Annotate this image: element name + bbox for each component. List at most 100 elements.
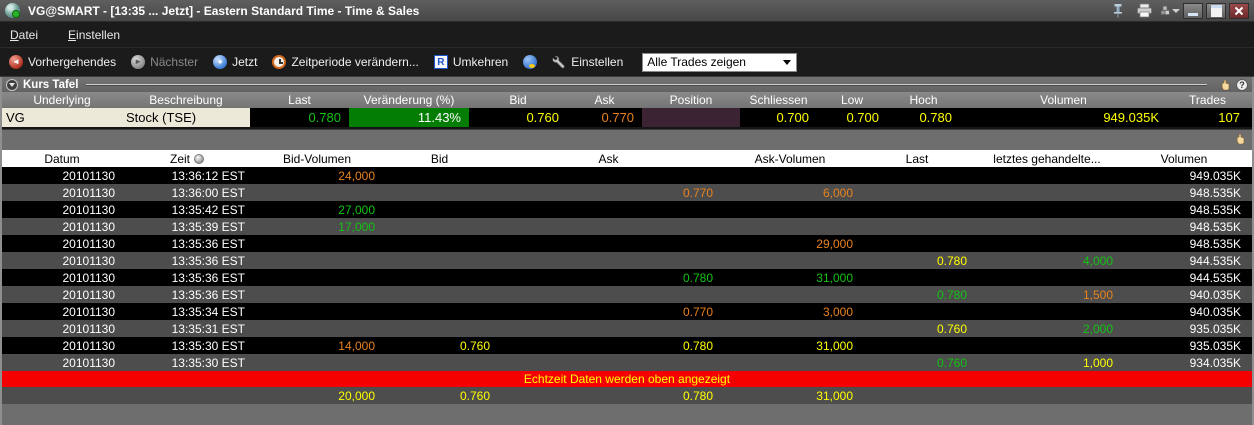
trade-cell: 940.035K [1189, 287, 1241, 302]
trades-column-header[interactable]: Zeit [122, 152, 252, 166]
globe-icon [523, 55, 538, 69]
menu-datei[interactable]: Datei [10, 27, 39, 42]
trade-cell [382, 184, 497, 201]
trade-row[interactable]: 20101130 13:35:36 EST 0.780 1,500 940.035K [2, 286, 1252, 303]
trades-column-header[interactable]: letztes gehandelte... [974, 152, 1120, 166]
trades-filter-select[interactable]: Alle Trades zeigen [642, 52, 798, 72]
trade-cell [720, 167, 860, 184]
trade-cell: 2,000 [1082, 321, 1113, 336]
quote-change-pct: 11.43% [349, 108, 469, 127]
quote-column-header[interactable]: Trades [1189, 93, 1226, 107]
trade-cell [974, 218, 1120, 235]
previous-button[interactable]: ◄ Vorhergehendes [9, 55, 116, 69]
quote-column-header[interactable]: Hoch [909, 93, 938, 107]
trade-cell [974, 235, 1120, 252]
drag-hand-icon[interactable] [1235, 133, 1246, 145]
trade-row[interactable]: 20101130 13:35:31 EST 0.760 2,000 935.035K [2, 320, 1252, 337]
quote-panel-strip: Kurs Tafel ? [2, 77, 1252, 92]
trade-row[interactable]: 20101130 13:35:39 EST 17,000 948.535K [2, 218, 1252, 235]
quote-column-header[interactable]: Low [840, 93, 863, 107]
trade-row[interactable]: 20101130 13:35:30 EST 14,000 0.760 0.780 31,0… [2, 337, 1252, 354]
settings-button[interactable]: Einstellen [552, 55, 623, 69]
minimize-button[interactable] [1183, 2, 1203, 19]
trades-column-header[interactable]: Ask [497, 152, 720, 166]
print-icon[interactable] [1134, 2, 1154, 20]
trade-row[interactable]: 20101130 13:35:42 EST 27,000 948.535K [2, 201, 1252, 218]
trade-row[interactable]: 20101130 13:36:00 EST 0.770 6,000 948.535K [2, 184, 1252, 201]
trades-column-label: Ask-Volumen [754, 151, 826, 166]
trade-row[interactable]: 20101130 13:35:36 EST 29,000 948.535K [2, 235, 1252, 252]
change-timeperiod-button[interactable]: Zeitperiode verändern... [272, 55, 419, 69]
quote-column-header[interactable]: Schliessen [749, 93, 808, 107]
reverse-button[interactable]: R Umkehren [433, 55, 509, 69]
trade-cell: 944.535K [1189, 253, 1241, 268]
trade-cell: 13:35:36 EST [171, 236, 245, 251]
trades-column-header[interactable]: Volumen [1120, 152, 1248, 166]
menu-einstellen[interactable]: Einstellen [68, 27, 121, 42]
trade-cell: 0.780 [936, 287, 967, 302]
now-button[interactable]: ● Jetzt [213, 55, 257, 69]
trades-column-label: Volumen [1160, 151, 1208, 166]
quote-column-header[interactable]: Volumen [1040, 93, 1087, 107]
trades-column-header[interactable]: Bid-Volumen [252, 152, 382, 166]
trade-cell [382, 167, 497, 184]
drag-hand-icon[interactable] [1220, 79, 1231, 91]
chevron-down-icon [1172, 8, 1180, 13]
previous-label: Vorhergehendes [28, 55, 117, 69]
trade-cell: 13:35:36 EST [171, 270, 245, 285]
quote-column-header[interactable]: Beschreibung [149, 93, 223, 107]
trade-cell: 20101130 [62, 236, 116, 251]
trade-cell [974, 337, 1120, 354]
trade-cell: 27,000 [338, 202, 375, 217]
quote-column-header[interactable]: Ask [594, 93, 615, 107]
trade-row[interactable]: 20101130 13:35:36 EST 0.780 31,000 944.535K [2, 269, 1252, 286]
next-button[interactable]: ► Nächster [131, 55, 198, 69]
trade-cell: 1,500 [1082, 287, 1113, 302]
trade-row[interactable]: 20101130 13:35:36 EST 0.780 4,000 944.535K [2, 252, 1252, 269]
trade-cell: 940.035K [1189, 304, 1241, 319]
globe-button[interactable] [523, 55, 538, 69]
trades-column-header[interactable]: Last [860, 152, 974, 166]
trades-column-header[interactable]: Ask-Volumen [720, 152, 860, 166]
previous-icon: ◄ [9, 55, 23, 69]
title-bar[interactable]: VG@SMART - [13:35 ... Jetzt] - Eastern S… [0, 0, 1254, 22]
trade-cell [860, 303, 974, 320]
trade-cell [382, 303, 497, 320]
trade-cell: 13:36:12 EST [171, 168, 245, 183]
summary-cell: 0.760 [459, 388, 490, 403]
collapse-icon[interactable] [6, 78, 18, 91]
quote-column-header[interactable]: Underlying [33, 93, 91, 107]
trade-cell: 4,000 [1082, 253, 1113, 268]
quote-column-header[interactable]: Position [669, 93, 713, 107]
quote-low: 0.700 [846, 110, 879, 125]
trades-column-header[interactable]: Datum [2, 152, 122, 166]
trade-cell: 6,000 [822, 185, 853, 200]
now-label: Jetzt [232, 55, 258, 69]
next-label: Nächster [150, 55, 199, 69]
trade-cell: 0.760 [459, 338, 490, 353]
components-cubes-icon[interactable] [1160, 2, 1180, 20]
trade-cell [497, 286, 720, 303]
trade-row[interactable]: 20101130 13:35:30 EST 0.760 1,000 934.035K [2, 354, 1252, 371]
quote-column-header[interactable]: Bid [509, 93, 527, 107]
maximize-button[interactable] [1206, 2, 1226, 19]
trade-cell [382, 218, 497, 235]
trade-cell: 20101130 [62, 202, 116, 217]
trade-cell [720, 218, 860, 235]
pin-icon[interactable] [1108, 2, 1128, 20]
trade-row[interactable]: 20101130 13:36:12 EST 24,000 949.035K [2, 167, 1252, 184]
trade-row[interactable]: 20101130 13:35:34 EST 0.770 3,000 940.035K [2, 303, 1252, 320]
trades-table-header: Datum Zeit Bid-Volumen Bid Ask Ask-Volumen Las… [2, 150, 1252, 167]
change-timeperiod-label: Zeitperiode verändern... [291, 55, 419, 69]
quote-column-header[interactable]: Last [288, 93, 311, 107]
reverse-label: Umkehren [452, 55, 509, 69]
quote-row[interactable]: VG Stock (TSE) 0.780 11.43% 0.760 0.770 … [2, 108, 1252, 127]
quote-column-header[interactable]: Veränderung (%) [363, 93, 455, 107]
help-icon[interactable]: ? [1236, 78, 1248, 91]
trades-column-header[interactable]: Bid [382, 152, 497, 166]
trades-column-label: Bid [430, 151, 449, 166]
trades-column-label: letztes gehandelte... [993, 151, 1101, 166]
trade-cell: 17,000 [338, 219, 375, 234]
close-button[interactable] [1229, 2, 1249, 19]
